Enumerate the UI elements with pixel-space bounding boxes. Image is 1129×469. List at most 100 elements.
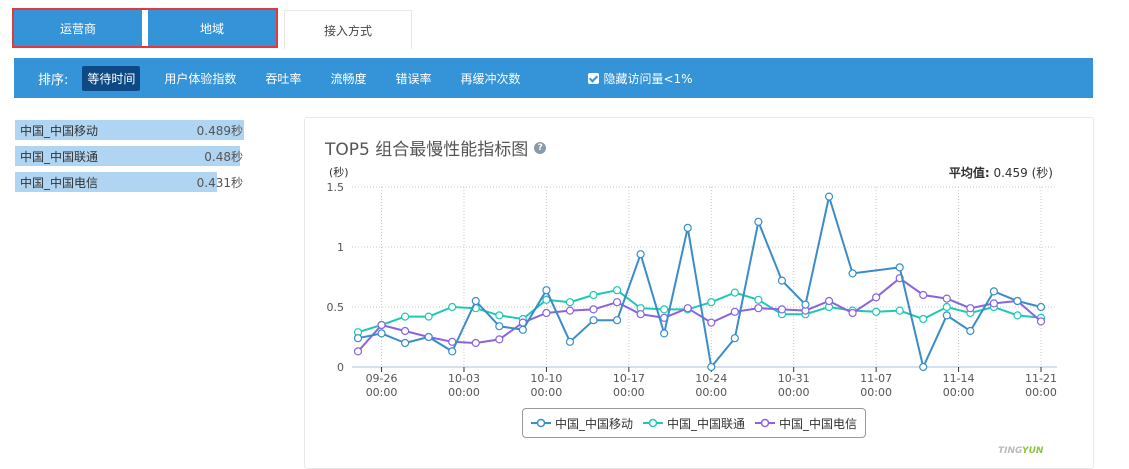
- data-point: [895, 263, 904, 272]
- legend-label: 中国_中国电信: [779, 416, 858, 431]
- data-point: [589, 316, 598, 325]
- svg-text:10-10: 10-10: [530, 372, 562, 385]
- svg-text:1.5: 1.5: [327, 181, 345, 194]
- data-point: [942, 311, 951, 320]
- svg-text:00:00: 00:00: [1025, 386, 1057, 399]
- ranking-item[interactable]: 中国_中国移动 0.489秒: [15, 120, 255, 140]
- data-point: [683, 304, 692, 313]
- data-point: [377, 320, 386, 330]
- ranking-item[interactable]: 中国_中国电信 0.431秒: [15, 172, 255, 192]
- data-point: [966, 304, 975, 313]
- data-point: [542, 308, 551, 318]
- data-point: [589, 290, 598, 300]
- svg-text:10-03: 10-03: [448, 372, 480, 385]
- chart-title-text: TOP5 组合最慢性能指标图: [325, 140, 529, 160]
- checkbox-checked-icon[interactable]: [588, 72, 600, 84]
- data-point: [471, 296, 480, 306]
- ranking-bar: [15, 146, 240, 166]
- data-point: [660, 329, 669, 338]
- data-point: [872, 307, 881, 316]
- svg-text:00:00: 00:00: [695, 386, 727, 399]
- highlighted-tab-group: 运营商 地域: [12, 8, 278, 48]
- tingyun-logo: TINGYUN: [998, 446, 1044, 456]
- data-point: [660, 305, 669, 314]
- data-point: [730, 334, 739, 343]
- line-marker-icon: [643, 418, 664, 428]
- data-point: [636, 250, 645, 259]
- svg-text:11-21: 11-21: [1025, 372, 1057, 385]
- svg-text:0: 0: [337, 361, 344, 374]
- svg-text:00:00: 00:00: [613, 386, 645, 399]
- svg-text:0.5: 0.5: [327, 301, 345, 314]
- ranking-name: 中国_中国联通: [20, 149, 99, 164]
- ranking-name: 中国_中国电信: [20, 175, 99, 190]
- data-point: [1013, 311, 1022, 320]
- ranking-item[interactable]: 中国_中国联通 0.48秒: [15, 146, 255, 166]
- ranking-name: 中国_中国移动: [20, 123, 99, 138]
- data-point: [754, 304, 763, 313]
- data-point: [942, 294, 951, 303]
- data-point: [966, 326, 975, 336]
- data-point: [495, 322, 504, 331]
- chart-legend: 中国_中国移动 中国_中国联通 中国_中国电信: [522, 408, 867, 438]
- sort-user-experience[interactable]: 用户体验指数: [164, 71, 237, 86]
- chart-title: TOP5 组合最慢性能指标图 ?: [325, 135, 547, 160]
- data-point: [754, 295, 763, 304]
- data-point: [377, 329, 386, 338]
- ranking-value: 0.489秒: [196, 123, 243, 138]
- data-point: [424, 332, 433, 342]
- svg-text:00:00: 00:00: [448, 386, 480, 399]
- data-point: [353, 334, 363, 343]
- data-point: [401, 338, 410, 348]
- data-point: [495, 311, 504, 320]
- sort-rebuffer-count[interactable]: 再缓冲次数: [460, 71, 521, 86]
- data-point: [777, 305, 787, 314]
- data-point: [989, 287, 998, 296]
- svg-text:10-31: 10-31: [778, 372, 810, 385]
- data-point: [448, 347, 457, 356]
- data-point: [848, 308, 857, 318]
- tab-carrier[interactable]: 运营商: [14, 10, 142, 46]
- data-point: [919, 314, 928, 324]
- sort-label: 排序:: [38, 72, 69, 88]
- svg-text:00:00: 00:00: [531, 386, 563, 399]
- sort-smoothness[interactable]: 流畅度: [330, 71, 367, 86]
- data-point: [1036, 302, 1046, 312]
- data-point: [707, 318, 716, 327]
- svg-text:11-14: 11-14: [943, 372, 975, 385]
- series-line: [357, 276, 1042, 353]
- legend-item-mobile[interactable]: 中国_中国移动: [531, 415, 633, 432]
- tab-access-method[interactable]: 接入方式: [284, 10, 412, 49]
- data-point: [942, 302, 951, 312]
- data-point: [989, 299, 998, 308]
- svg-text:00:00: 00:00: [366, 386, 398, 399]
- question-circle-icon[interactable]: ?: [534, 141, 547, 154]
- sort-bar: 排序: 等待时间 用户体验指数 吞吐率 流畅度 错误率 再缓冲次数 隐藏访问量<…: [14, 58, 1093, 98]
- legend-item-unicom[interactable]: 中国_中国联通: [643, 415, 745, 432]
- data-point: [730, 307, 739, 316]
- data-point: [518, 325, 527, 334]
- average-number: 0.459 (秒): [993, 166, 1053, 180]
- hide-low-traffic-checkbox[interactable]: 隐藏访问量<1%: [588, 70, 693, 87]
- data-point: [565, 306, 575, 315]
- data-point: [919, 362, 928, 372]
- data-point: [565, 298, 575, 307]
- svg-text:10-24: 10-24: [695, 372, 727, 385]
- legend-label: 中国_中国移动: [555, 416, 634, 431]
- line-chart[interactable]: 00.511.509-2600:0010-0300:0010-1000:0010…: [305, 118, 1093, 408]
- data-point: [707, 298, 716, 307]
- data-point: [636, 310, 645, 319]
- sort-throughput[interactable]: 吞吐率: [265, 71, 302, 86]
- legend-item-telecom[interactable]: 中国_中国电信: [755, 415, 857, 432]
- data-point: [424, 312, 433, 321]
- tab-region[interactable]: 地域: [148, 10, 276, 46]
- data-point: [612, 298, 622, 307]
- data-point: [495, 335, 504, 344]
- ranking-value: 0.431秒: [196, 175, 243, 190]
- sort-wait-time[interactable]: 等待时间: [82, 65, 141, 91]
- svg-text:1: 1: [337, 241, 344, 254]
- data-point: [401, 326, 410, 336]
- sort-error-rate[interactable]: 错误率: [395, 71, 432, 86]
- data-point: [1013, 296, 1022, 306]
- data-point: [730, 288, 739, 297]
